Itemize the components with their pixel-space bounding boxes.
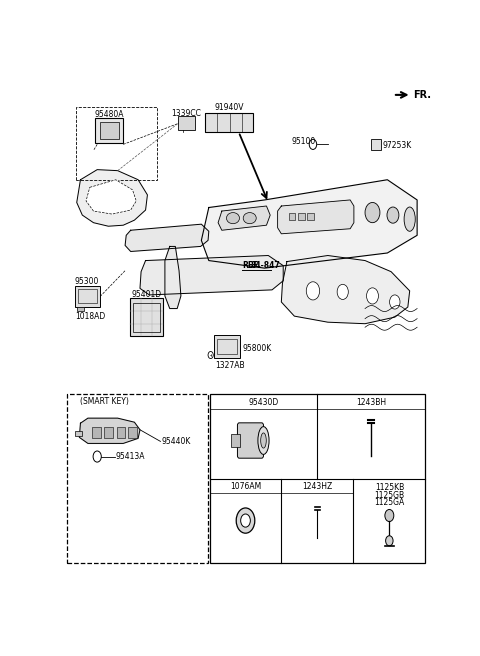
Text: 95100: 95100 (292, 137, 316, 146)
Text: 1327AB: 1327AB (216, 361, 245, 370)
Bar (67, 394, 208, 563)
Bar (231, 434, 240, 447)
Bar (78, 289, 97, 304)
Bar (117, 427, 125, 438)
Text: 95413A: 95413A (116, 452, 145, 461)
Text: 1018AD: 1018AD (75, 312, 105, 321)
Text: 95430D: 95430D (248, 398, 278, 407)
Text: 1125GB: 1125GB (374, 491, 405, 500)
Ellipse shape (404, 207, 415, 232)
Circle shape (208, 352, 213, 359)
Circle shape (236, 508, 255, 533)
Text: 95440K: 95440K (161, 437, 191, 446)
Bar (92, 427, 100, 438)
Polygon shape (202, 180, 417, 268)
Ellipse shape (243, 213, 256, 224)
Ellipse shape (258, 426, 269, 455)
Bar (76, 106, 157, 180)
Bar (77, 306, 84, 310)
Bar (75, 286, 100, 307)
Text: 84-847: 84-847 (251, 261, 281, 270)
Bar (307, 213, 314, 220)
Text: 95300: 95300 (75, 277, 99, 286)
Text: 95401D: 95401D (132, 290, 162, 299)
Bar (178, 116, 195, 131)
Bar (217, 339, 237, 354)
Bar (371, 139, 381, 150)
Polygon shape (218, 206, 270, 230)
Circle shape (306, 282, 320, 300)
Bar (205, 113, 253, 132)
Circle shape (337, 284, 348, 299)
Text: REF.: REF. (242, 261, 261, 270)
Bar (104, 427, 113, 438)
Polygon shape (125, 224, 209, 251)
Circle shape (365, 203, 380, 222)
Text: FR.: FR. (413, 90, 432, 100)
Circle shape (387, 207, 399, 223)
Text: 91940V: 91940V (215, 103, 244, 112)
Polygon shape (165, 247, 181, 308)
Bar (96, 118, 123, 144)
Polygon shape (86, 180, 136, 214)
Bar (133, 303, 160, 333)
Ellipse shape (261, 433, 266, 448)
Circle shape (390, 295, 400, 309)
Text: 1243BH: 1243BH (356, 398, 386, 407)
Bar (298, 213, 305, 220)
Polygon shape (281, 255, 410, 323)
Circle shape (385, 536, 393, 546)
Circle shape (385, 510, 394, 522)
Bar (100, 122, 119, 139)
Text: 1339CC: 1339CC (171, 109, 202, 117)
Bar (289, 213, 296, 220)
Polygon shape (79, 418, 140, 443)
Ellipse shape (227, 213, 240, 224)
Text: (SMART KEY): (SMART KEY) (81, 398, 129, 407)
Text: 97253K: 97253K (383, 141, 412, 150)
Bar (130, 298, 163, 337)
Text: 1243HZ: 1243HZ (302, 482, 333, 491)
Text: 1125KB: 1125KB (375, 483, 404, 492)
Polygon shape (277, 200, 354, 234)
Text: 1125GA: 1125GA (374, 499, 405, 507)
Bar (75, 431, 82, 436)
Bar (210, 394, 425, 563)
Text: 1076AM: 1076AM (230, 482, 261, 491)
Polygon shape (140, 255, 283, 295)
Circle shape (240, 514, 251, 527)
Text: 95480A: 95480A (95, 110, 124, 119)
Circle shape (367, 288, 378, 304)
Text: 95800K: 95800K (242, 344, 272, 354)
Bar (128, 427, 137, 438)
Polygon shape (77, 170, 147, 226)
Bar (215, 335, 240, 358)
FancyBboxPatch shape (238, 423, 264, 458)
